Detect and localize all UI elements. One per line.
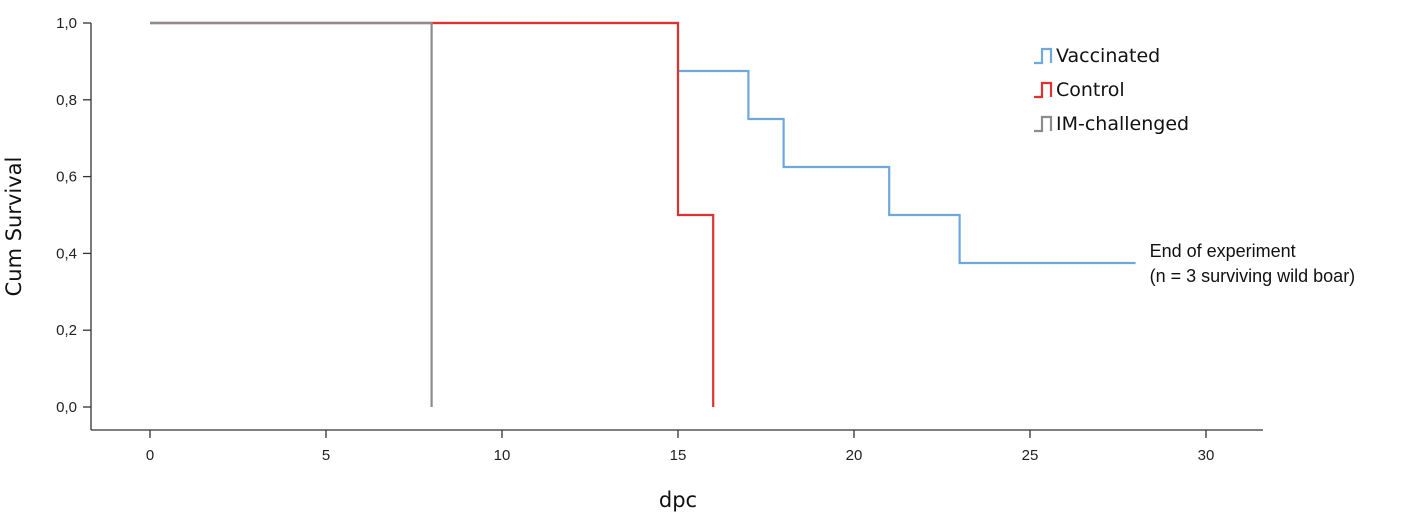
series-line-vaccinated [150,21,1136,265]
axes [90,23,1263,431]
y-tick-label: 0,4 [56,245,77,262]
annotation-line: (n = 3 surviving wild boar) [1150,266,1356,286]
y-tick-label: 0,2 [56,322,77,339]
legend-swatch-vaccinated [1034,47,1053,65]
legend-swatch-im-challenged [1034,115,1053,133]
y-tick-label: 1,0 [56,15,77,32]
y-ticks: 0,0 0,2 0,4 0,6 0,8 1,0 [56,15,91,416]
y-tick-label: 0,8 [56,92,77,109]
y-tick-label: 0,6 [56,169,77,186]
series-layer [150,21,1136,407]
x-tick-label: 25 [1022,447,1039,464]
series-line-im-challenged [150,21,433,407]
x-tick-label: 5 [322,447,330,464]
x-tick-label: 0 [146,447,154,464]
y-axis-title: Cum Survival [2,157,26,297]
legend: Vaccinated Control IM-challenged [1034,45,1189,135]
legend-label-im-challenged: IM-challenged [1056,113,1189,135]
x-tick-label: 10 [494,447,511,464]
x-tick-label: 30 [1198,447,1215,464]
y-tick-label: 0,0 [56,399,77,416]
annotation-line: End of experiment [1150,241,1296,261]
legend-label-vaccinated: Vaccinated [1056,45,1160,67]
annotations: End of experiment (n = 3 surviving wild b… [1150,241,1356,286]
x-ticks: 0 5 10 15 20 25 30 [146,430,1215,464]
legend-label-control: Control [1056,79,1125,101]
x-tick-label: 15 [670,447,687,464]
series-line-control [150,21,715,407]
x-axis-title: dpc [659,488,697,512]
x-tick-label: 20 [846,447,863,464]
legend-swatch-control [1034,81,1053,99]
